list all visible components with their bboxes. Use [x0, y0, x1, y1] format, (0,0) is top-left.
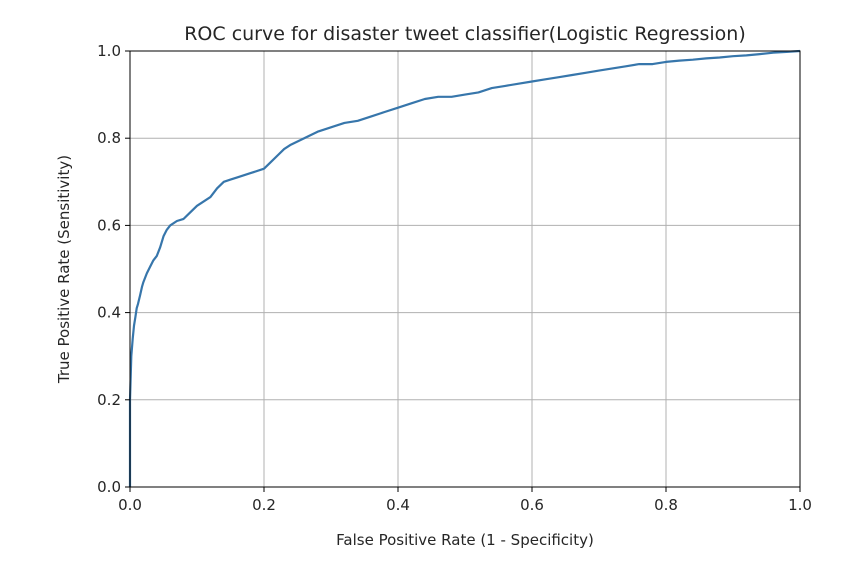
y-tick-label: 0.2 [97, 391, 121, 409]
x-tick-label: 1.0 [788, 496, 812, 514]
y-tick-label: 0.0 [97, 478, 121, 496]
tick-layer: 0.0 0.2 0.4 0.6 0.8 1.0 0.0 0.2 0.4 0.6 0.8 1.0 [97, 42, 812, 514]
chart-title: ROC curve for disaster tweet classifier(… [184, 23, 746, 45]
y-axis-label: True Positive Rate (Sensitivity) [55, 155, 73, 384]
x-tick-label: 0.4 [386, 496, 410, 514]
x-tick-label: 0.2 [252, 496, 276, 514]
x-tick-label: 0.6 [520, 496, 544, 514]
y-tick-label: 0.4 [97, 304, 121, 322]
grid-layer [129, 50, 801, 488]
plot-frame [129, 50, 801, 488]
x-tick-label: 0.0 [118, 496, 142, 514]
y-tick-label: 1.0 [97, 42, 121, 60]
y-tick-label: 0.6 [97, 216, 121, 234]
x-axis-label: False Positive Rate (1 - Specificity) [336, 531, 594, 549]
series-layer [128, 49, 801, 487]
y-tick-label: 0.8 [97, 129, 121, 147]
roc-curve-line [128, 49, 801, 487]
x-tick-label: 0.8 [654, 496, 678, 514]
